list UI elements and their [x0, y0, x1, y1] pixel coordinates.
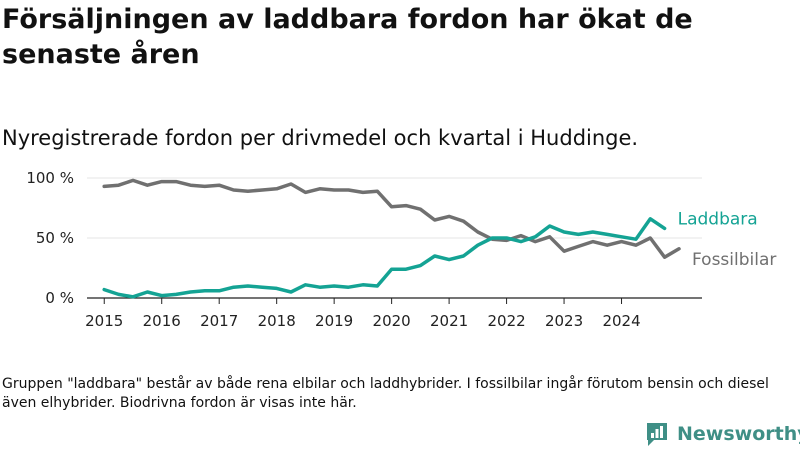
x-tick-label: 2024 — [602, 312, 640, 330]
legend-label-laddbara: Laddbara — [678, 209, 758, 229]
x-tick-label: 2019 — [315, 312, 353, 330]
chart-title: Försäljningen av laddbara fordon har öka… — [2, 4, 693, 70]
legend-label-fossilbilar: Fossilbilar — [692, 250, 776, 270]
y-tick-label: 100 % — [26, 169, 74, 187]
legend: Fossilbilar Laddbara — [678, 209, 777, 269]
y-tick-label: 50 % — [36, 229, 74, 247]
x-tick-label: 2018 — [258, 312, 296, 330]
x-tick-label: 2020 — [373, 312, 411, 330]
series-line-laddbara — [102, 217, 667, 299]
line-chart: 0 % 50 % 100 % 2015 2016 2017 2018 2019 2020 202… — [26, 169, 777, 330]
x-tick-label: 2016 — [143, 312, 181, 330]
y-tick-label: 0 % — [45, 289, 74, 307]
newsworthy-logo-icon — [647, 423, 667, 446]
x-tick-label: 2022 — [487, 312, 525, 330]
x-tick-label: 2017 — [200, 312, 238, 330]
brand-name: Newsworthy — [677, 423, 800, 445]
chart-subtitle: Nyregistrerade fordon per drivmedel och … — [2, 126, 639, 150]
x-tick-label: 2021 — [430, 312, 468, 330]
series-line-fossilbilar — [102, 178, 681, 259]
footnote: Gruppen "laddbara" består av både rena e… — [2, 376, 769, 411]
series-lines — [102, 178, 681, 299]
x-tick-label: 2023 — [545, 312, 583, 330]
gridlines — [87, 177, 702, 239]
x-tick-label: 2015 — [85, 312, 123, 330]
y-axis-labels: 0 % 50 % 100 % — [26, 169, 74, 307]
x-axis: 2015 2016 2017 2018 2019 2020 2021 2022 2023 2024 — [85, 297, 702, 330]
brand-logo: Newsworthy — [645, 419, 800, 449]
